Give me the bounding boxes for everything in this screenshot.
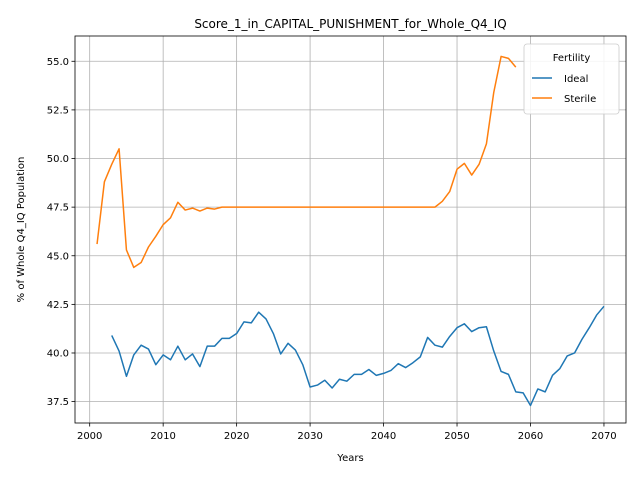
x-tick-label: 2000 [77, 431, 102, 442]
y-tick-label: 55.0 [47, 57, 69, 68]
x-tick-label: 2020 [224, 431, 249, 442]
y-axis-label: % of Whole Q4_IQ Population [16, 157, 27, 303]
x-tick-label: 2030 [297, 431, 322, 442]
y-tick-label: 47.5 [47, 203, 69, 214]
series-line-sterile [96, 55, 517, 269]
y-tick-label: 50.0 [47, 154, 69, 165]
y-tick-label: 45.0 [47, 251, 69, 262]
legend-label-ideal: Ideal [564, 74, 588, 85]
series-lines [96, 55, 605, 407]
y-tick-label: 42.5 [47, 300, 69, 311]
x-tick-label: 2070 [591, 431, 616, 442]
x-tick-label: 2040 [371, 431, 396, 442]
legend-title: Fertility [553, 53, 591, 64]
plot-frame [74, 35, 627, 424]
y-tick-label: 52.5 [47, 105, 69, 116]
y-axis-ticks: 37.5 40.0 42.5 45.0 47.5 50.0 52.5 55.0 [47, 57, 75, 408]
legend: Fertility Ideal Sterile [523, 43, 620, 115]
series-line-ideal [111, 305, 605, 407]
x-tick-label: 2050 [444, 431, 469, 442]
legend-label-sterile: Sterile [564, 94, 596, 105]
y-tick-label: 40.0 [47, 348, 69, 359]
x-axis-ticks: 2000 2010 2020 2030 2040 2050 2060 2070 [77, 423, 617, 442]
x-tick-label: 2010 [150, 431, 175, 442]
y-tick-label: 37.5 [47, 397, 69, 408]
chart-title: Score_1_in_CAPITAL_PUNISHMENT_for_Whole_… [194, 17, 506, 31]
x-axis-label: Years [336, 453, 363, 464]
x-tick-label: 2060 [518, 431, 543, 442]
legend-box [523, 43, 620, 115]
